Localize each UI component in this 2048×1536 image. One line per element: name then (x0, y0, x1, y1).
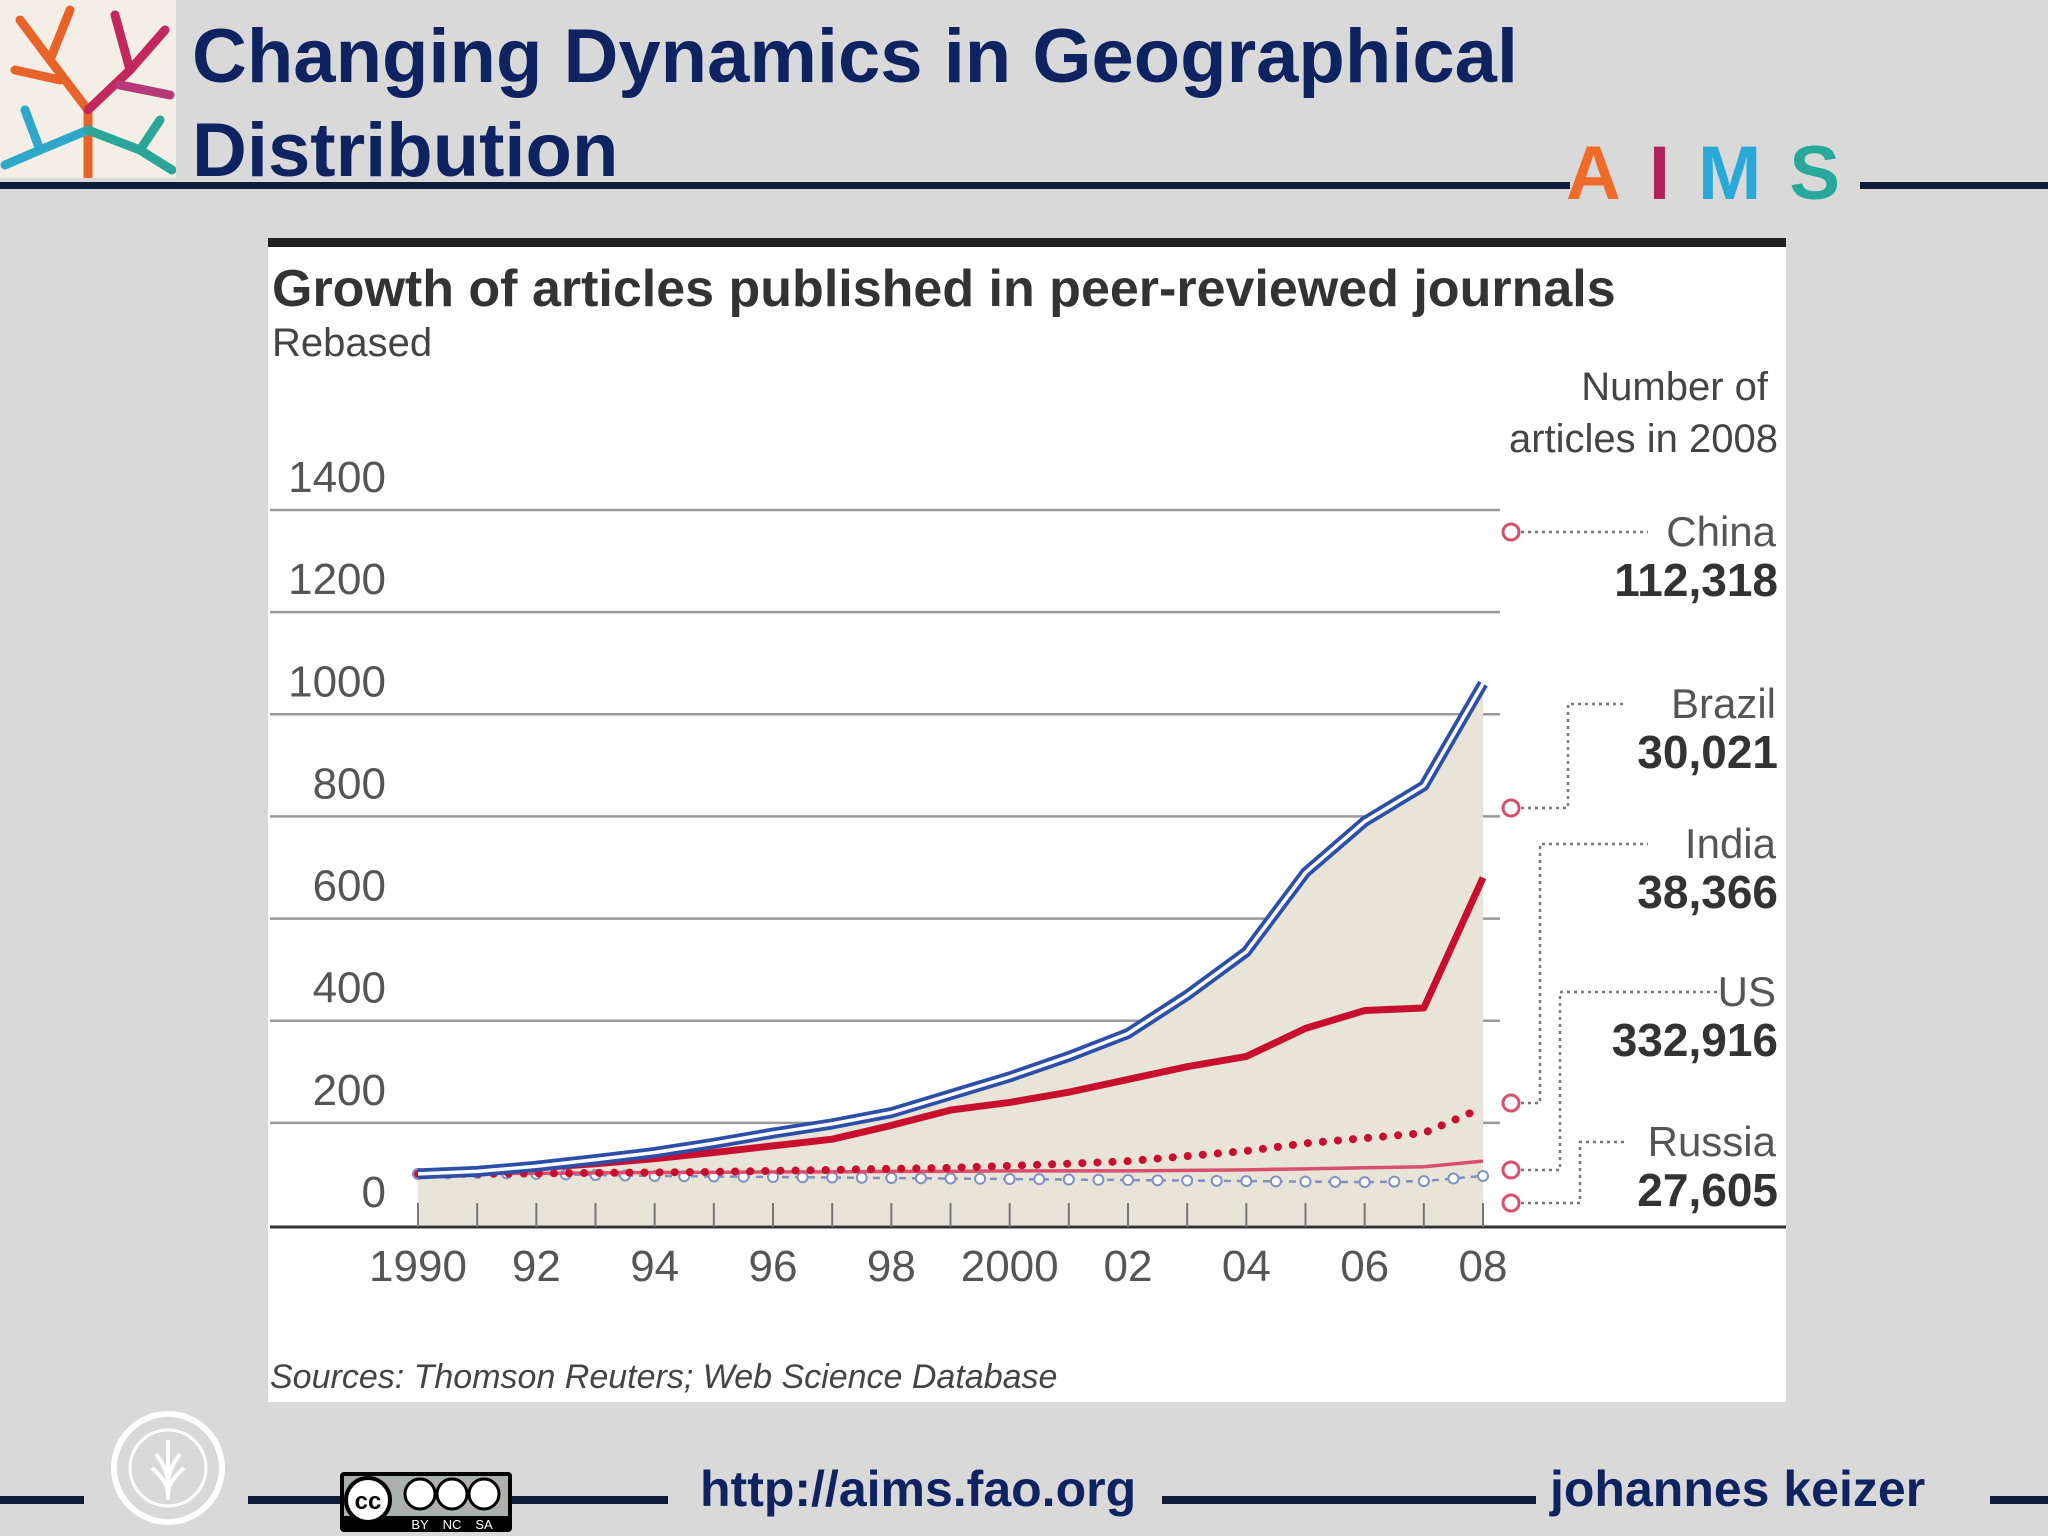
series-marker-russia (796, 1171, 809, 1184)
legend-marker-russia (1501, 1193, 1521, 1213)
aims-letter-i: I (1648, 131, 1673, 216)
series-marker-russia (1122, 1174, 1134, 1187)
legend-connector-india (1521, 842, 1648, 1105)
legend-marker-brazil (1501, 798, 1521, 818)
legend-value-russia: 27,605 (1637, 1164, 1778, 1216)
x-tick-label-2000: 2000 (961, 1242, 1059, 1291)
legend-name-china: China (1666, 508, 1776, 555)
legend-marker-china (1501, 522, 1521, 542)
footer-author: johannes keizer (1550, 1461, 1926, 1517)
svg-text:cc: cc (355, 1488, 382, 1515)
x-tick-label-04: 04 (1222, 1242, 1271, 1291)
series-marker-russia (1092, 1173, 1105, 1186)
shaded-area (418, 683, 1483, 1225)
china-shaded-area (418, 683, 1483, 1225)
series-marker-russia (1240, 1175, 1253, 1188)
legend-marker-india (1501, 1093, 1521, 1113)
chart-panel: Growth of articles published in peer-rev… (268, 238, 1786, 1402)
legend-value-china: 112,318 (1614, 554, 1778, 606)
series-marker-russia (855, 1171, 868, 1184)
y-tick-label-1000: 1000 (288, 657, 386, 706)
cc-label-by: BY (411, 1517, 429, 1532)
series-marker-russia (1033, 1173, 1046, 1186)
legend-value-india: 38,366 (1637, 866, 1778, 918)
x-tick-label-96: 96 (749, 1242, 798, 1291)
y-tick-label-400: 400 (313, 964, 386, 1013)
series-line-china-inner (417, 682, 1485, 1176)
x-tick-label-06: 06 (1340, 1242, 1389, 1291)
legend-connector-brazil (1521, 702, 1624, 810)
series-marker-russia (1477, 1169, 1489, 1182)
series-marker-russia (1062, 1173, 1075, 1186)
footer-rule-1 (0, 1496, 84, 1504)
grid-lines (270, 508, 1500, 1125)
y-tick-label-800: 800 (313, 759, 386, 808)
footer-rule-4 (1990, 1496, 2048, 1504)
x-tick-label-02: 02 (1104, 1242, 1153, 1291)
x-tick-label-98: 98 (867, 1242, 916, 1291)
series-marker-russia (944, 1172, 957, 1185)
series-marker-russia (1299, 1175, 1312, 1188)
series-marker-russia (826, 1171, 839, 1184)
series-marker-russia (1417, 1175, 1430, 1188)
series-marker-russia (1181, 1174, 1194, 1187)
series-marker-russia (885, 1172, 898, 1185)
chart-title: Growth of articles published in peer-rev… (272, 260, 1616, 318)
cc-license-icon: cc BY NC SA (340, 1472, 512, 1532)
fao-emblem-icon (111, 1411, 225, 1525)
legend-value-us: 332,916 (1612, 1014, 1778, 1066)
x-tick-label-94: 94 (630, 1242, 679, 1291)
series-marker-russia (1003, 1173, 1016, 1186)
aims-letter-m: M (1698, 131, 1764, 216)
y-tick-label-1200: 1200 (288, 555, 386, 604)
legend-connector-russia (1521, 1140, 1624, 1205)
series-marker-russia (974, 1172, 987, 1185)
legend-marker-us (1501, 1160, 1521, 1180)
tree-leaves-icon (0, 0, 176, 178)
legend-name-us: US (1718, 968, 1776, 1015)
series-marker-russia (914, 1172, 927, 1185)
legend-value-brazil: 30,021 (1637, 726, 1778, 778)
line-chart: Growth of articles published in peer-rev… (268, 238, 1786, 1396)
slide-title: Changing Dynamics in Geographical Distri… (192, 14, 1519, 193)
legend-name-brazil: Brazil (1671, 680, 1776, 727)
series-marker-russia (1388, 1175, 1401, 1188)
series-marker-russia (1210, 1174, 1223, 1187)
aims-letter-s: S (1789, 131, 1843, 216)
series-lines (412, 680, 1489, 1189)
series-marker-russia (1358, 1176, 1371, 1189)
series-marker-russia (1269, 1175, 1282, 1188)
legend-title-line2: articles in 2008 (1509, 417, 1778, 461)
legend-title-line1: Number of (1581, 365, 1769, 409)
header-rule-right (1860, 182, 2048, 189)
aims-letter-a: A (1566, 131, 1623, 216)
x-tick-label-1990: 1990 (369, 1242, 467, 1291)
chart-source: Sources: Thomson Reuters; Web Science Da… (270, 1358, 1057, 1396)
cc-label-sa: SA (475, 1517, 493, 1532)
footer-url-link[interactable]: http://aims.fao.org (700, 1461, 1137, 1517)
axes: 0 200 400 600 800 1000 1200 1400 1990 92 94 96 98 200… (270, 453, 1786, 1291)
series-marker-russia (1151, 1174, 1164, 1187)
series-line-india (414, 1103, 1487, 1178)
footer-rule-3 (1162, 1496, 1536, 1504)
y-tick-label-600: 600 (313, 862, 386, 911)
y-tick-label-1400: 1400 (288, 453, 386, 502)
legend-name-india: India (1685, 820, 1777, 867)
header-rule-left (0, 182, 1570, 189)
series-marker-russia (1447, 1172, 1460, 1185)
series-marker-russia (1329, 1175, 1342, 1188)
x-tick-label-92: 92 (512, 1242, 561, 1291)
y-tick-label-0: 0 (362, 1168, 386, 1217)
chart-subtitle: Rebased (272, 321, 432, 365)
y-tick-label-200: 200 (313, 1066, 386, 1115)
legend-name-russia: Russia (1648, 1118, 1777, 1165)
x-tick-label-08: 08 (1459, 1242, 1508, 1291)
legend-connector-us (1521, 990, 1720, 1172)
cc-label-nc: NC (443, 1517, 462, 1532)
